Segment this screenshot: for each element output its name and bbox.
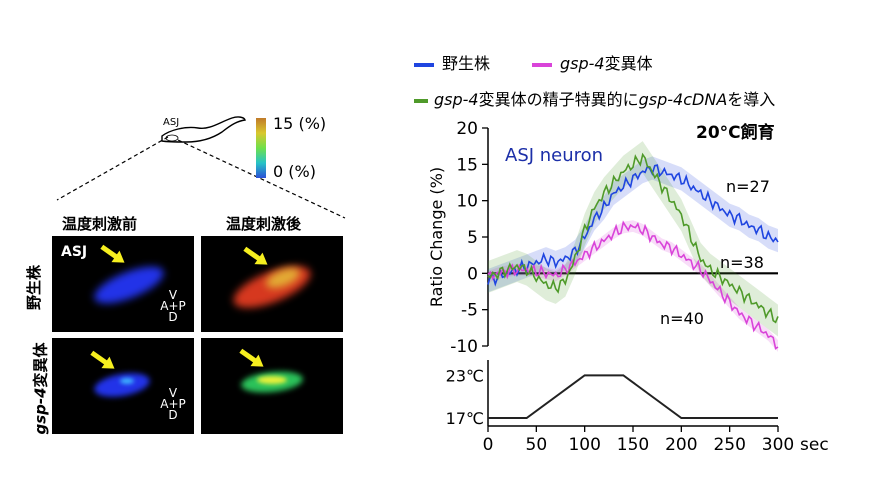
orientation-mark: V A+P D: [160, 386, 186, 422]
row-mut-italic: gsp-4: [31, 387, 50, 435]
y-tick-label: 10: [456, 192, 478, 212]
row-wt-label: 野生株: [25, 264, 44, 311]
legend-label-rescue-rest: を導入: [727, 90, 776, 109]
y-tick-label: -10: [450, 337, 478, 357]
colorbar: [256, 118, 266, 178]
condition-annotation: 20°C飼育: [696, 122, 775, 143]
worm-asj-label: ASJ: [163, 117, 180, 128]
neuron-core: [120, 378, 134, 384]
y-tick-label: -5: [461, 301, 478, 321]
legend-item-rescue: gsp-4変異体の精子特異的にgsp-4cDNAを導入: [414, 86, 775, 110]
sem-band-rescue: [488, 141, 778, 337]
neuron-core: [257, 376, 287, 384]
legend-label-rescue-italic1: gsp-4: [434, 90, 479, 109]
zoom-lines: [56, 136, 346, 219]
x-tick-label: 300: [762, 435, 794, 455]
col-before-label: 温度刺激前: [62, 215, 138, 233]
y-tick-label: 0: [467, 264, 478, 284]
legend-label-rescue-mid: 変異体の精子特異的に: [478, 90, 639, 109]
temperature-line: [488, 374, 778, 419]
legend-item-wt: 野生株: [414, 50, 490, 74]
x-tick-label: 150: [617, 435, 649, 455]
temp-low-label: 17℃: [446, 409, 484, 428]
x-tick-label: 100: [568, 435, 600, 455]
n-mut-annotation: n=40: [660, 309, 704, 328]
temperature-protocol-chart: 0 50 100 150 200 250 300 sec 23℃ 17℃: [446, 360, 829, 455]
temp-high-label: 23℃: [446, 366, 484, 385]
x-tick-label: 50: [526, 435, 548, 455]
legend-label-mut-italic: gsp-4: [560, 54, 605, 73]
n-rescue-annotation: n=38: [720, 253, 764, 272]
col-after-label: 温度刺激後: [226, 215, 302, 233]
y-tick-label: 20: [456, 119, 478, 139]
legend-label-wt: 野生株: [442, 54, 491, 73]
legend-swatch-rescue: [414, 98, 428, 103]
legend-label-rescue-italic2: gsp-4cDNA: [638, 90, 728, 109]
x-tick-label: 250: [713, 435, 745, 455]
y-tick-label: 15: [456, 155, 478, 175]
neuron-annotation: ASJ neuron: [505, 145, 603, 166]
x-tick-label: 200: [665, 435, 697, 455]
colorbar-min-label: 0 (%): [273, 162, 316, 181]
worm-body: [161, 116, 246, 143]
neuron-blob: [92, 369, 152, 401]
row-mut-label: gsp-4変異体: [30, 342, 51, 434]
series-line-mut: [487, 220, 779, 350]
x-axis-label: sec: [800, 435, 829, 455]
series-line-rescue: [487, 152, 779, 324]
y-tick-label: 5: [467, 228, 478, 248]
panel-wt-before: ASJ V A+P D: [52, 236, 194, 332]
row-mut-rest: 変異体: [31, 342, 50, 388]
calcium-response-chart: -10 -5 0 5 10 15 20 Ratio Change (%) ASJ neuron…: [427, 119, 779, 357]
legend-swatch-mut: [532, 62, 552, 67]
legend-label-mut-rest: 変異体: [604, 54, 653, 73]
colorbar-max-label: 15 (%): [273, 114, 327, 133]
legend-swatch-wt: [414, 62, 434, 67]
n-wt-annotation: n=27: [726, 177, 770, 196]
orientation-mark: V A+P D: [160, 288, 186, 324]
legend-item-mut: gsp-4変異体: [532, 50, 653, 74]
panel-wt-after: [201, 236, 343, 332]
x-tick-label: 0: [483, 435, 494, 455]
series-line-wt: [487, 164, 779, 287]
panel-mut-before: V A+P D: [52, 338, 194, 434]
panel-asj-label: ASJ: [61, 244, 88, 260]
y-axis-label: Ratio Change (%): [427, 167, 446, 307]
panel-mut-after: [201, 338, 343, 434]
